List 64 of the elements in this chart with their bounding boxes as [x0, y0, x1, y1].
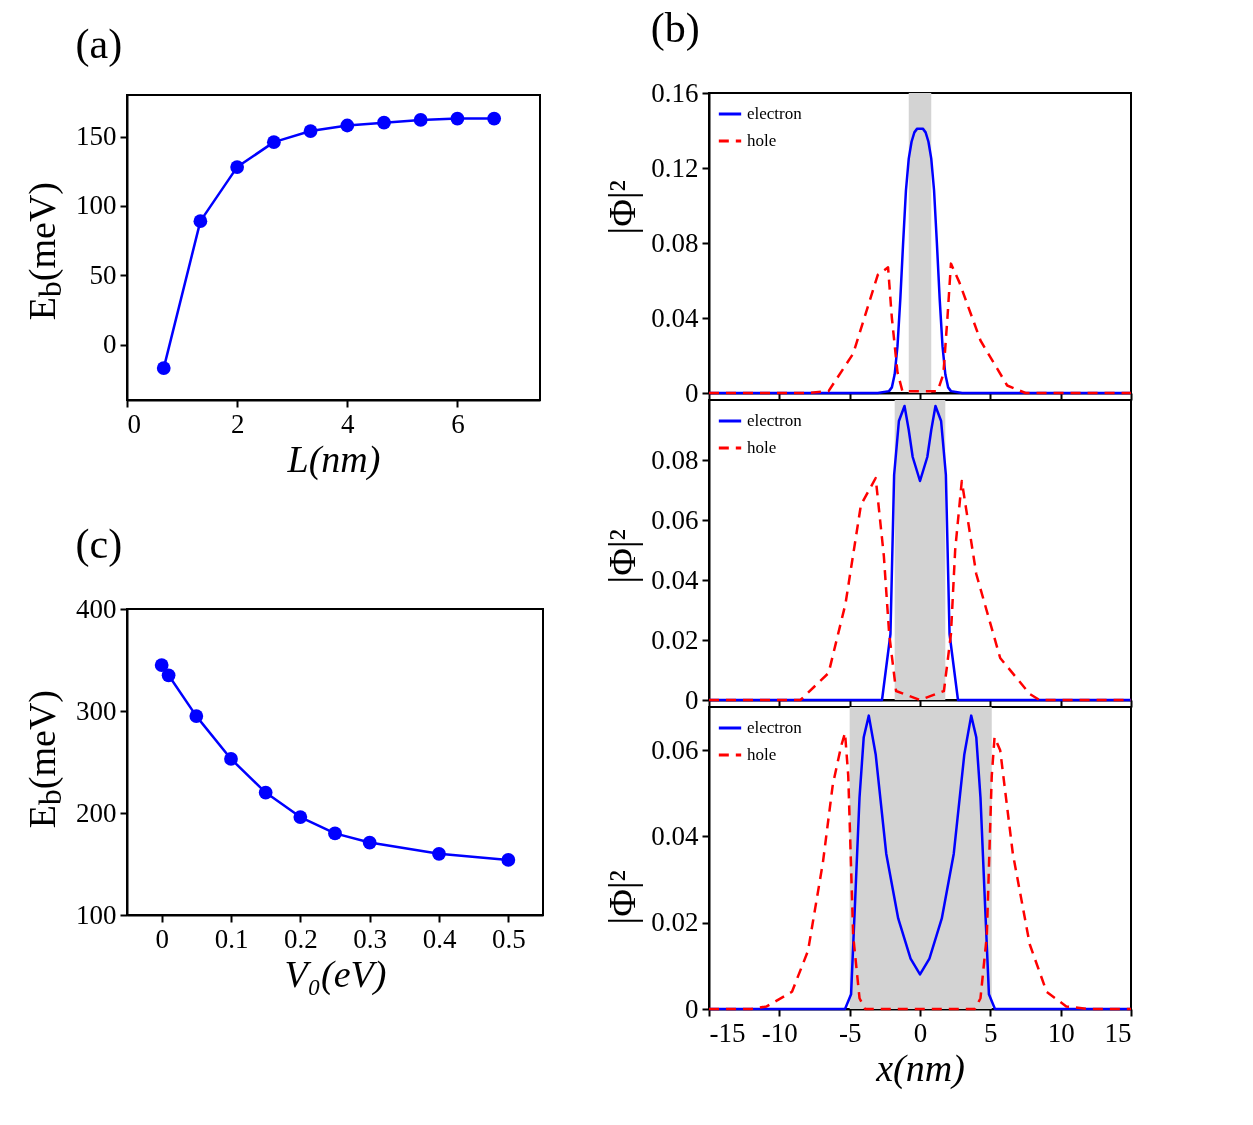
y-tick-label: 0.08 — [651, 444, 699, 475]
y-axis-title: |Φ|² — [600, 870, 644, 925]
y-tick-label: 300 — [75, 695, 117, 726]
legend-label: hole — [747, 745, 777, 764]
chart-title: (b) — [650, 5, 700, 52]
y-tick-label: 0 — [685, 684, 699, 715]
x-tick-label: 5 — [984, 1017, 998, 1048]
point — [293, 810, 307, 824]
x-tick-label: 0 — [155, 923, 169, 954]
y-tick-label: 200 — [75, 797, 117, 828]
x-tick-label: 2 — [230, 408, 244, 439]
legend-label: electron — [747, 718, 803, 737]
point — [431, 846, 446, 861]
x-tick-label: 0.4 — [422, 923, 457, 954]
x-tick-label: -10 — [761, 1017, 798, 1048]
x-tick-label: -5 — [838, 1017, 862, 1048]
y-axis-title: |Φ|² — [600, 529, 644, 584]
y-tick-label: 0 — [685, 993, 699, 1024]
legend-label: hole — [747, 131, 777, 150]
legend-label: electron — [747, 104, 803, 123]
y-tick-label: 0.04 — [651, 564, 699, 595]
legend-label: electron — [747, 411, 803, 430]
x-tick-label: 0 — [127, 408, 141, 439]
y-tick-label: 0.06 — [651, 734, 699, 765]
point — [501, 853, 515, 867]
y-tick-label: 0.04 — [651, 302, 699, 333]
x-tick-label: 0.3 — [352, 923, 387, 954]
y-tick-label: 0.12 — [651, 152, 699, 183]
legend-label: hole — [747, 438, 777, 457]
x-tick-label: -15 — [709, 1017, 746, 1048]
point — [327, 826, 342, 841]
y-tick-label: 0.04 — [651, 820, 699, 851]
y-tick-label: 50 — [89, 259, 117, 290]
x-tick-label: 0.1 — [214, 923, 248, 954]
point — [189, 709, 203, 723]
point — [223, 752, 238, 766]
x-tick-label: 10 — [1047, 1017, 1075, 1048]
y-tick-label: 0.08 — [651, 227, 699, 258]
x-tick-label: 0.5 — [491, 923, 526, 954]
point — [154, 658, 169, 672]
y-axis-title: |Φ|² — [600, 179, 644, 235]
chart-title: (c) — [75, 521, 122, 568]
y-tick-label: 0 — [685, 377, 699, 408]
x-axis-title: x(nm) — [875, 1046, 965, 1090]
x-axis-title: V₀(eV) — [284, 952, 386, 996]
x-tick-label: 0 — [913, 1017, 928, 1048]
y-tick-label: 0.16 — [651, 77, 699, 108]
x-tick-label: 0.2 — [283, 923, 318, 954]
x-tick-label: 6 — [450, 408, 465, 439]
y-tick-label: 400 — [75, 593, 117, 624]
x-tick-label: 4 — [340, 408, 355, 439]
x-tick-label: 15 — [1104, 1017, 1132, 1048]
y-tick-label: 150 — [75, 121, 117, 152]
point — [258, 785, 273, 800]
point — [362, 835, 377, 850]
y-tick-label: 0.06 — [651, 504, 699, 535]
y-tick-label: 100 — [75, 899, 117, 930]
y-tick-label: 0.02 — [651, 624, 699, 655]
chart-title: (a) — [75, 21, 122, 68]
y-tick-label: 0.02 — [651, 907, 699, 938]
x-axis-title: L(nm) — [286, 437, 381, 481]
y-tick-label: 0 — [102, 329, 117, 360]
y-tick-label: 100 — [75, 190, 117, 221]
point — [161, 668, 176, 683]
